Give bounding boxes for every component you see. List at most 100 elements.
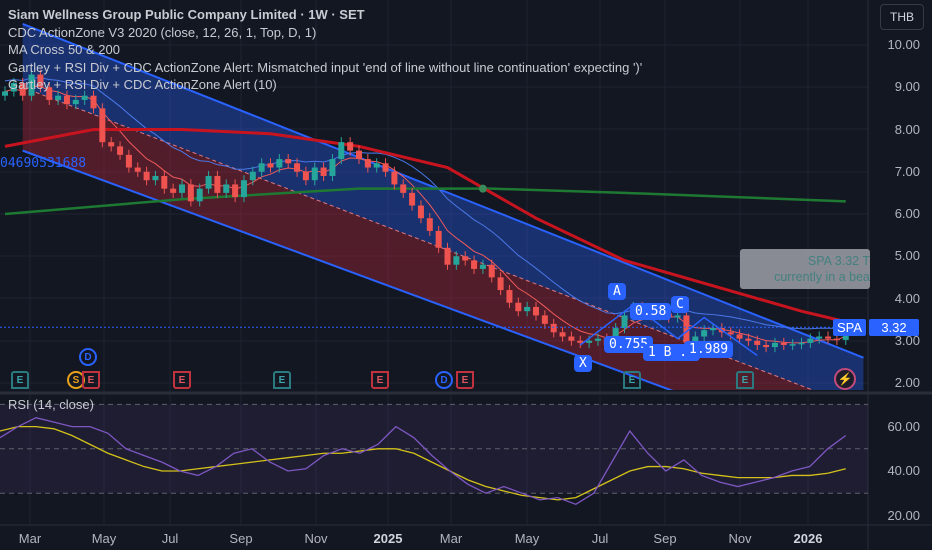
- indicator-gartley[interactable]: Gartley + RSI Div + CDC ActionZone Alert…: [8, 77, 277, 92]
- candle-body: [683, 315, 690, 343]
- candle-body: [400, 184, 407, 193]
- candle-body: [745, 338, 752, 341]
- candle-body: [108, 142, 115, 147]
- signal-d[interactable]: D: [435, 371, 453, 389]
- pattern-x: X: [574, 355, 592, 372]
- candle-body: [63, 95, 70, 105]
- candle-body: [488, 264, 495, 278]
- signal-e-sell[interactable]: E: [173, 371, 191, 389]
- candle-body: [816, 336, 823, 339]
- time-axis-label: May: [91, 531, 117, 546]
- candle-body: [258, 163, 265, 172]
- candle-body: [46, 87, 53, 100]
- time-axis-label: Nov: [304, 531, 328, 546]
- price-pane: [0, 22, 868, 390]
- candle-body: [170, 188, 177, 193]
- candle-body: [798, 342, 805, 345]
- signal-e-buy[interactable]: E: [623, 371, 641, 389]
- indicator-cdc[interactable]: CDC ActionZone V3 2020 (close, 12, 26, 1…: [8, 24, 317, 40]
- signal-e-buy[interactable]: E: [736, 371, 754, 389]
- rsi-axis-label: 60.00: [887, 419, 920, 434]
- signal-s[interactable]: S: [67, 371, 85, 389]
- time-axis-label: Jul: [591, 531, 609, 546]
- candle-body: [426, 218, 433, 231]
- ma-cross-marker: [478, 184, 487, 193]
- signal-e-sell[interactable]: E: [371, 371, 389, 389]
- slow-ema-line: [4, 77, 846, 330]
- gartley-pattern-line: [579, 303, 758, 357]
- candle-body: [276, 159, 283, 168]
- candle-body: [577, 340, 584, 343]
- candle-body: [196, 188, 203, 202]
- candle-body: [727, 332, 734, 335]
- candle-body: [701, 330, 708, 337]
- candle-body: [161, 175, 168, 189]
- time-axis-label: Sep: [653, 531, 677, 546]
- candle-body: [391, 171, 398, 185]
- symbol-tag: SPA: [833, 319, 867, 336]
- candle-body: [559, 332, 566, 337]
- candle-body: [2, 91, 8, 96]
- indicator-gartley-error[interactable]: Gartley + RSI Div + CDC ActionZone Alert…: [8, 59, 643, 75]
- candle-body: [692, 336, 699, 343]
- pattern-a: A: [608, 283, 626, 300]
- candle-body: [143, 171, 150, 181]
- signal-e-buy[interactable]: E: [273, 371, 291, 389]
- candle-body: [329, 159, 336, 176]
- flash-alert-icon[interactable]: ⚡: [834, 368, 856, 390]
- candle-body: [833, 338, 840, 341]
- price-axis-label: 9.00: [894, 79, 920, 95]
- candle-body: [736, 334, 743, 339]
- candle-body: [249, 171, 256, 181]
- price-axis-label: 6.00: [894, 206, 920, 221]
- candle-body: [497, 277, 504, 291]
- fib-label: 04690531688: [0, 156, 87, 171]
- currency-button[interactable]: THB: [880, 4, 924, 30]
- candle-body: [621, 315, 628, 329]
- candle-body: [117, 146, 124, 155]
- candle-body: [223, 184, 230, 193]
- candle-body: [364, 159, 371, 168]
- indicator-ma-cross[interactable]: MA Cross 50 & 200: [8, 42, 120, 57]
- time-axis-label: Jul: [161, 531, 179, 546]
- time-axis-label: Mar: [439, 531, 463, 546]
- time-axis-label: 2026: [793, 531, 823, 546]
- last-price-tag: 3.32: [869, 319, 919, 336]
- price-axis-label: 5.00: [894, 248, 920, 264]
- channel-upper-line: [22, 22, 864, 359]
- price-axis-label: 3.00: [894, 332, 920, 348]
- candle-body: [214, 175, 221, 193]
- rsi-legend[interactable]: RSI (14, close): [8, 397, 94, 412]
- rsi-axis-label: 40.00: [887, 463, 920, 478]
- candle-body: [763, 344, 770, 348]
- candle-body: [320, 167, 327, 176]
- price-axis-label: 4.00: [894, 290, 920, 306]
- candle-body: [90, 95, 97, 109]
- time-axis-label: Nov: [728, 531, 752, 546]
- candle-body: [541, 315, 548, 324]
- signal-e-sell[interactable]: E: [456, 371, 474, 389]
- tooltip-line: SPA 3.32 T: [807, 254, 870, 268]
- price-axis-label: 2.00: [894, 375, 920, 390]
- candle-body: [134, 167, 141, 172]
- pattern-c: C: [671, 296, 689, 313]
- tooltip-line: currently in a bea: [774, 270, 870, 284]
- candle-body: [462, 256, 469, 261]
- candle-body: [506, 290, 513, 303]
- price-axis-label: 8.00: [894, 121, 920, 137]
- candle-body: [594, 338, 601, 341]
- symbol-title[interactable]: Siam Wellness Group Public Company Limit…: [8, 7, 365, 22]
- time-axis-label: Mar: [18, 531, 42, 546]
- rsi-axis-label: 20.00: [887, 508, 920, 523]
- candle-body: [294, 163, 301, 172]
- candle-body: [302, 171, 309, 181]
- candle-body: [524, 306, 531, 312]
- signal-d[interactable]: D: [79, 348, 97, 366]
- signal-e-buy[interactable]: E: [11, 371, 29, 389]
- candle-body: [338, 142, 345, 160]
- channel-mid-line: [22, 86, 815, 390]
- ratio-bcd: 1.989: [684, 341, 734, 358]
- signal-e-sell[interactable]: E: [82, 371, 100, 389]
- candle-body: [72, 99, 79, 105]
